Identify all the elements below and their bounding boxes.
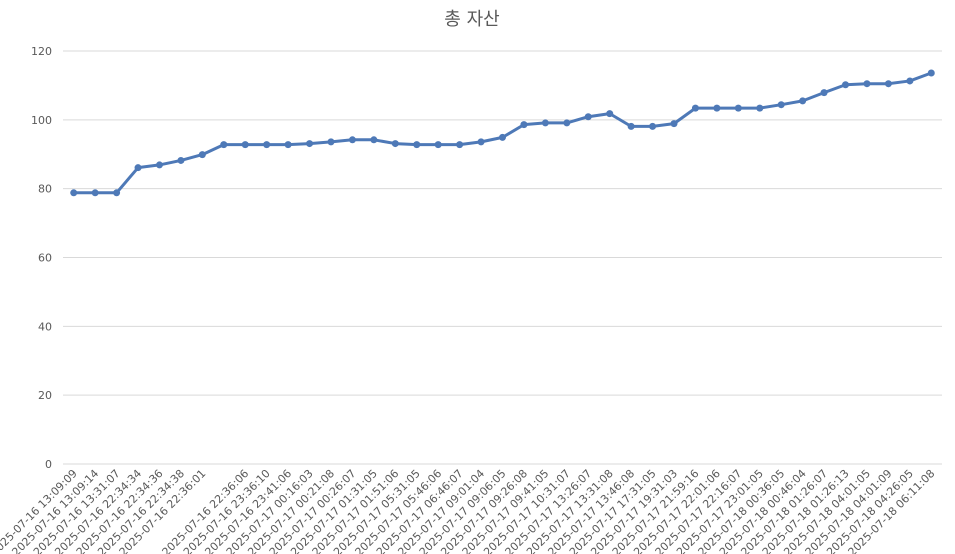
- point: [842, 81, 850, 89]
- point: [499, 133, 506, 141]
- point: [520, 121, 528, 129]
- point: [327, 138, 335, 146]
- chart-title: 총 자산: [444, 9, 499, 30]
- point: [134, 164, 142, 172]
- point: [391, 140, 399, 148]
- y-tick-label: 0: [45, 458, 52, 471]
- point: [670, 120, 678, 128]
- point: [884, 80, 892, 88]
- y-tick-label: 40: [38, 320, 52, 333]
- point: [649, 122, 657, 130]
- point: [734, 104, 742, 112]
- y-tick-label: 80: [38, 183, 52, 196]
- point: [777, 101, 785, 109]
- point: [155, 161, 163, 169]
- point: [177, 156, 185, 164]
- point: [370, 136, 378, 144]
- point: [584, 113, 592, 121]
- point: [113, 189, 121, 197]
- point: [906, 77, 914, 85]
- point: [434, 141, 442, 149]
- point: [691, 104, 699, 112]
- point: [563, 119, 571, 127]
- y-tick-label: 100: [31, 114, 52, 127]
- point: [627, 122, 635, 130]
- point: [606, 110, 614, 118]
- point: [477, 138, 485, 146]
- point: [70, 189, 78, 197]
- point: [927, 69, 935, 77]
- point: [263, 141, 271, 149]
- line: [73, 71, 932, 195]
- y-tick-label: 20: [38, 389, 52, 402]
- point: [713, 104, 721, 112]
- point: [456, 141, 464, 149]
- point: [820, 89, 828, 97]
- point: [306, 140, 314, 148]
- point: [799, 97, 807, 105]
- point: [220, 141, 228, 149]
- point: [413, 141, 421, 149]
- point: [198, 151, 206, 159]
- point: [541, 119, 549, 127]
- point: [756, 104, 764, 112]
- point: [91, 189, 99, 197]
- point: [284, 141, 292, 149]
- point: [241, 141, 249, 149]
- y-tick-label: 60: [38, 252, 52, 265]
- y-tick-label: 120: [31, 45, 52, 58]
- point: [863, 80, 871, 88]
- point: [348, 136, 356, 144]
